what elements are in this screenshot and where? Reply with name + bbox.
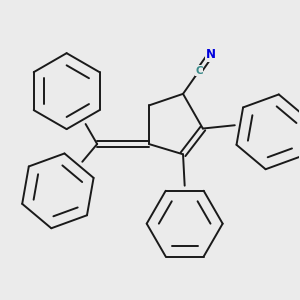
Text: N: N	[206, 48, 215, 61]
Text: C: C	[195, 66, 203, 76]
